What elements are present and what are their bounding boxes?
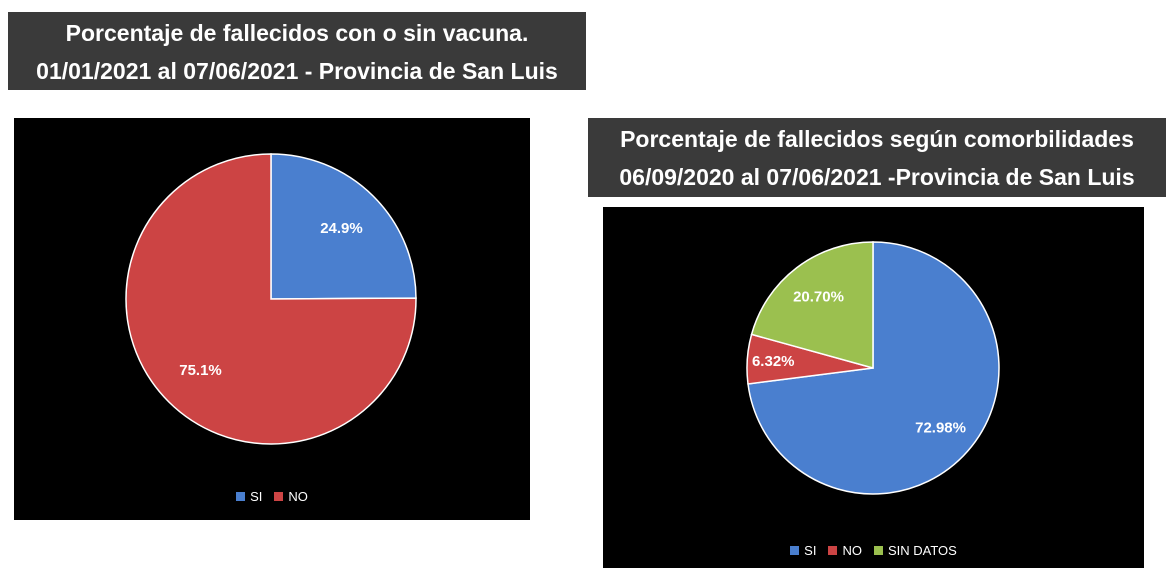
chart2-plot-area: 72.98% 6.32% 20.70% SI NO SIN DATOS (603, 207, 1144, 568)
chart2-title: Porcentaje de fallecidos según comorbili… (588, 118, 1166, 197)
data-label-no: 6.32% (752, 353, 795, 370)
legend-swatch-si (790, 546, 800, 555)
chart1-title-line2: 01/01/2021 al 07/06/2021 - Provincia de … (36, 58, 558, 84)
legend-label-si: SI (250, 489, 263, 504)
chart2-legend-si: SI (790, 543, 816, 558)
legend-swatch-no (828, 546, 838, 555)
chart2-title-line1: Porcentaje de fallecidos según comorbili… (620, 126, 1134, 152)
chart1-plot-area: 24.9% 75.1% SI NO (14, 118, 530, 520)
data-label-sin-datos: 20.70% (793, 288, 844, 305)
chart1-legend-no: NO (274, 489, 308, 504)
chart1-legend-si: SI (236, 489, 262, 504)
legend-swatch-sin-datos (873, 546, 883, 555)
legend-swatch-si (236, 492, 246, 501)
chart1-title: Porcentaje de fallecidos con o sin vacun… (8, 12, 586, 90)
legend-label-no: NO (842, 543, 862, 558)
legend-label-si: SI (804, 543, 817, 558)
data-label-no: 75.1% (179, 362, 222, 379)
pie-slice-si (270, 153, 417, 300)
chart2-pie: 72.98% 6.32% 20.70% (746, 241, 1000, 495)
legend-label-sin-datos: SIN DATOS (887, 543, 957, 558)
data-label-si: 72.98% (915, 419, 966, 436)
chart2-legend-sin-datos: SIN DATOS (873, 543, 957, 558)
legend-label-no: NO (288, 489, 308, 504)
chart2-legend-no: NO (828, 543, 862, 558)
pie-slice-sin-datos (750, 241, 874, 369)
chart2-legend: SI NO SIN DATOS (603, 543, 1144, 558)
chart1-pie: 24.9% 75.1% (125, 153, 417, 445)
legend-swatch-no (274, 492, 284, 501)
chart1-title-line1: Porcentaje de fallecidos con o sin vacun… (65, 20, 529, 46)
chart1-legend: SI NO (14, 489, 530, 504)
pie-slice-no (125, 153, 417, 445)
data-label-si: 24.9% (320, 220, 363, 237)
chart2-title-line2: 06/09/2020 al 07/06/2021 -Provincia de S… (619, 164, 1135, 190)
